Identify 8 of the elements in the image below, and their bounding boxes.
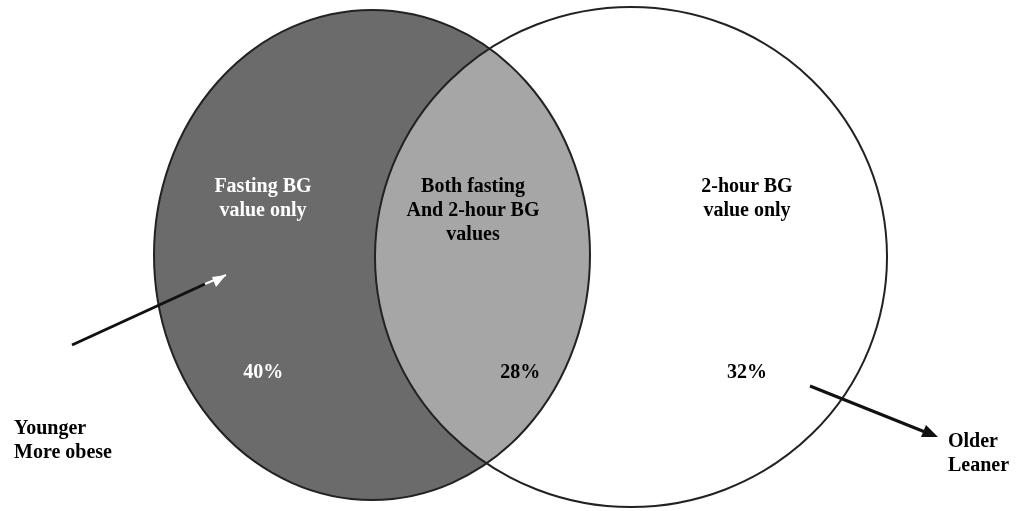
data-label: 40% [243, 360, 284, 382]
text: Younger More obese [14, 416, 113, 462]
data-label: 32% [727, 360, 768, 382]
category-label: Fasting BG value only [214, 174, 313, 221]
category-label: Both fasting And 2-hour BG values [406, 174, 540, 244]
data-label: 28% [500, 360, 541, 382]
text: Older Leaner [948, 429, 1010, 475]
category-label: 2-hour BG value only [701, 174, 794, 221]
